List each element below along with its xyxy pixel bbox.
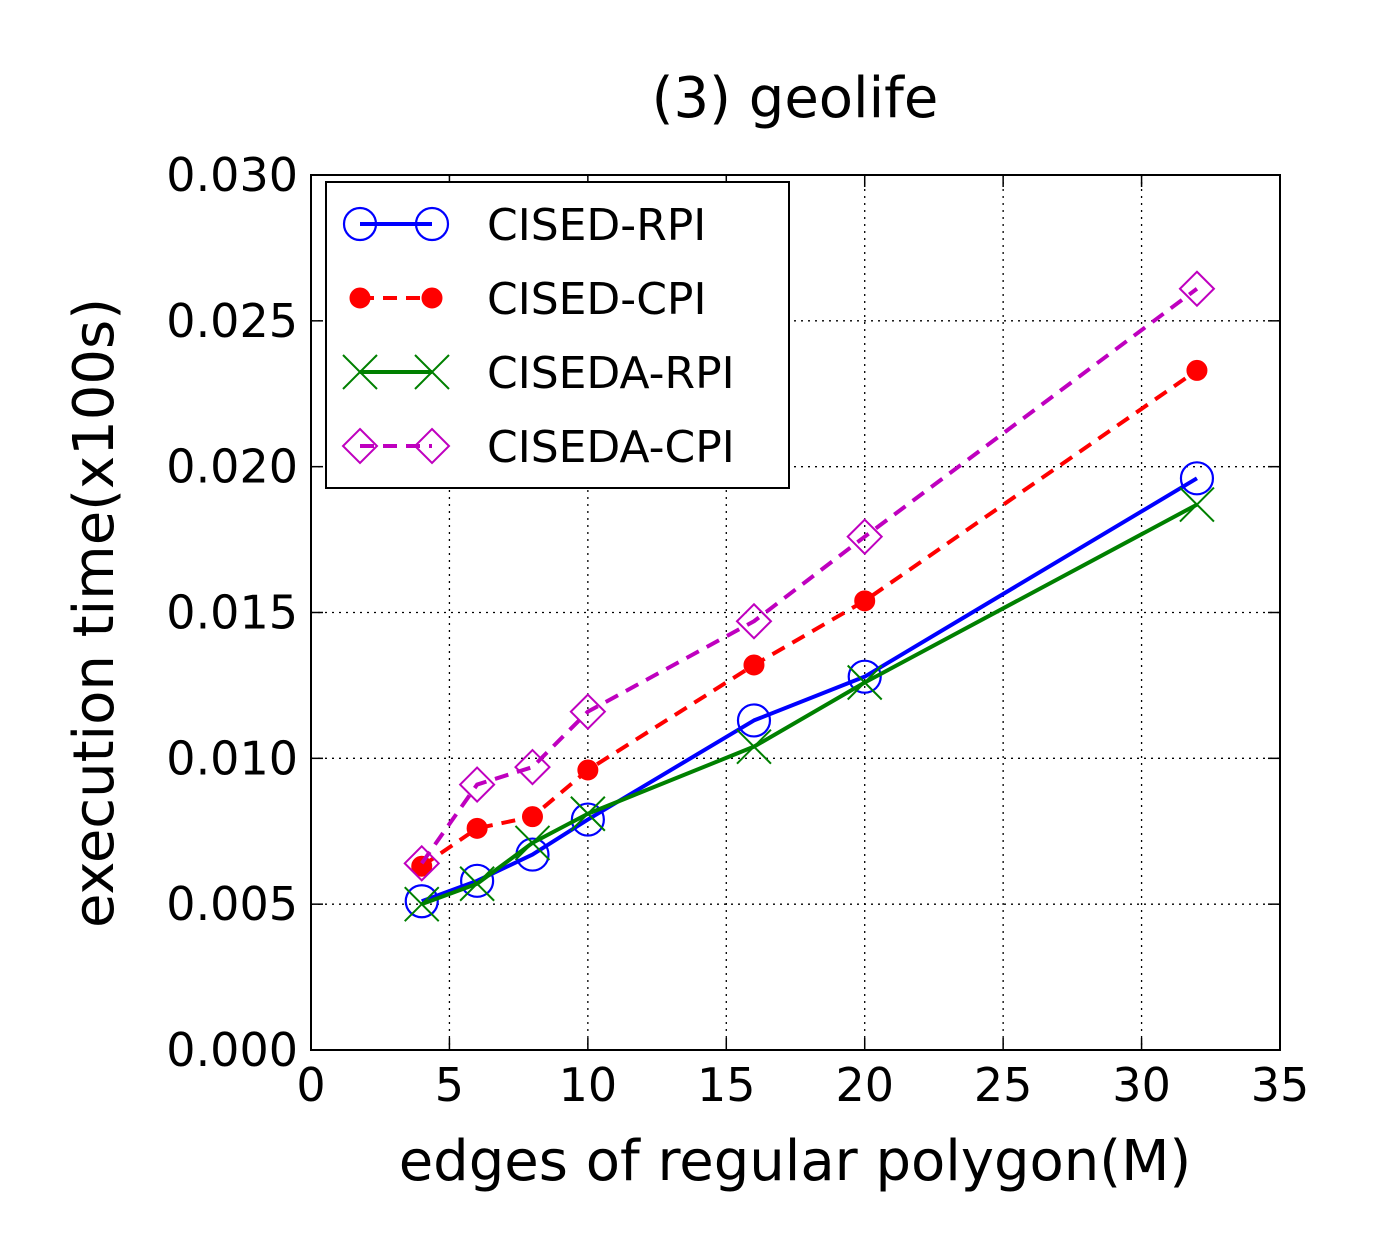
legend-label: CISED-CPI: [487, 274, 706, 325]
data-point-dot: [521, 806, 543, 828]
data-point-circle: [847, 659, 882, 694]
data-point-x: [847, 664, 883, 701]
data-point-dot: [854, 590, 876, 612]
data-point-diamond: [569, 693, 607, 731]
x-tick-label: 30: [1112, 1058, 1171, 1112]
data-point-circle: [342, 206, 378, 242]
x-marker-stroke: [342, 354, 378, 390]
y-tick-label: 0.030: [166, 148, 298, 202]
data-point-diamond: [514, 748, 551, 786]
series-cised-cpi: [411, 359, 1208, 877]
data-point-dot: [411, 855, 433, 877]
data-point-circle: [570, 802, 605, 837]
data-point-x: [1179, 486, 1215, 523]
legend-item: CISEDA-CPI: [341, 422, 735, 473]
x-tick-label: 35: [1251, 1058, 1310, 1112]
data-point-circle: [404, 884, 439, 919]
series-ciseda-cpi: [403, 270, 1216, 882]
data-point-diamond: [735, 602, 773, 640]
axis-ticks: 0 5 10 15 20 25 30 35 0.000 0.005 0.010 0.015 0.020 0…: [166, 148, 1309, 1112]
y-tick-label: 0.000: [166, 1023, 298, 1077]
legend-label: CISED-RPI: [487, 200, 706, 251]
x-marker-stroke: [459, 866, 495, 902]
x-axis-label: edges of regular polygon(M): [399, 1129, 1192, 1194]
data-point-dot: [421, 287, 443, 309]
data-point-circle: [460, 863, 495, 898]
x-marker-stroke: [736, 728, 772, 765]
x-marker-stroke: [570, 796, 606, 832]
x-tick-label: 20: [835, 1058, 894, 1112]
data-point-x: [414, 354, 450, 390]
x-marker-stroke: [514, 825, 551, 861]
series-line: [420, 287, 1199, 865]
data-point-dot: [1186, 359, 1208, 381]
legend-item: CISED-RPI: [342, 200, 706, 251]
x-tick-label: 10: [559, 1058, 618, 1112]
data-point-diamond: [341, 427, 379, 465]
x-tick-label: 5: [435, 1058, 464, 1112]
data-point-x: [570, 796, 606, 832]
data-point-dot: [349, 287, 371, 309]
data-point-x: [736, 728, 772, 765]
y-tick-label: 0.005: [166, 877, 298, 931]
x-marker-stroke: [414, 354, 450, 390]
legend: CISED-RPI CISED-CPI CISEDA-RPI CISEDA-CPI: [325, 181, 790, 489]
data-point-x: [404, 886, 440, 922]
y-tick-label: 0.010: [166, 731, 298, 785]
x-tick-label: 15: [697, 1058, 756, 1112]
data-point-dot: [466, 817, 488, 839]
data-point-circle: [414, 206, 450, 242]
chart-title: (3) geolife: [652, 66, 939, 131]
y-tick-label: 0.015: [166, 586, 298, 640]
x-tick-label: 0: [296, 1058, 325, 1112]
series-line: [421, 502, 1198, 907]
data-point-diamond: [413, 427, 451, 465]
series-ciseda-rpi: [404, 486, 1215, 922]
data-point-circle: [736, 703, 772, 738]
legend-box: [325, 181, 790, 489]
series-layer: [403, 270, 1216, 922]
data-point-dot: [577, 759, 599, 781]
data-point-dot: [743, 654, 765, 676]
legend-item: CISED-CPI: [349, 274, 706, 325]
data-point-diamond: [1178, 270, 1216, 308]
data-point-x: [342, 354, 378, 390]
y-axis-label: execution time(x100s): [62, 298, 127, 928]
data-point-circle: [1179, 461, 1215, 496]
data-point-diamond: [458, 766, 496, 803]
legend-item: CISEDA-RPI: [342, 348, 735, 399]
x-marker-stroke: [847, 664, 883, 701]
legend-label: CISEDA-RPI: [487, 348, 735, 399]
x-tick-label: 25: [974, 1058, 1033, 1112]
y-tick-label: 0.025: [166, 294, 298, 348]
data-point-diamond: [403, 844, 441, 882]
data-point-x: [514, 825, 551, 861]
data-point-x: [459, 866, 495, 902]
series-line: [421, 476, 1198, 904]
series-cised-rpi: [404, 461, 1215, 919]
legend-label: CISEDA-CPI: [487, 422, 735, 473]
data-point-diamond: [846, 518, 884, 556]
x-marker-stroke: [1179, 486, 1215, 523]
x-marker-stroke: [404, 886, 440, 922]
y-tick-label: 0.020: [166, 440, 298, 494]
